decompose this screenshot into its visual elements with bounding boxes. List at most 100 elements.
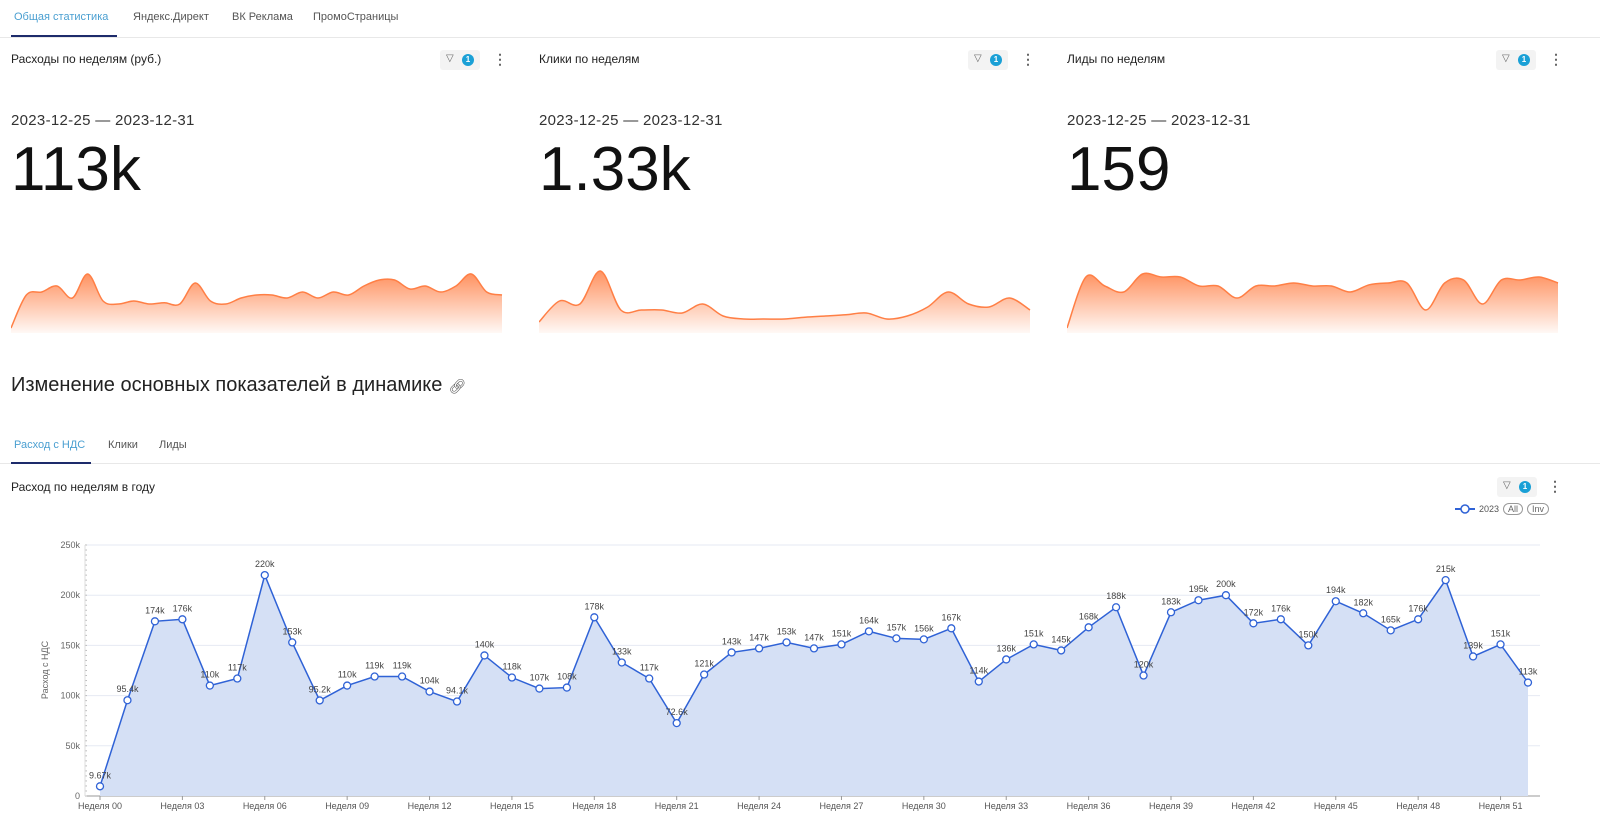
data-label: 150k — [1299, 629, 1319, 639]
x-tick-label: Неделя 42 — [1231, 801, 1275, 811]
sparkline-line — [539, 270, 1031, 323]
tab-leads[interactable]: Лиды — [159, 439, 187, 451]
data-label: 121k — [694, 659, 714, 669]
card-title: Расходы по неделям (руб.) — [11, 52, 162, 66]
legend-all-button[interactable]: All — [1503, 503, 1524, 515]
more-menu-icon[interactable]: ⋮ — [1021, 51, 1035, 67]
metric-tabs: Расход с НДС Клики Лиды — [0, 430, 1600, 464]
legend-label[interactable]: 2023 — [1479, 504, 1500, 514]
data-label: 147k — [749, 632, 769, 642]
data-label: 119k — [393, 661, 412, 671]
data-point — [288, 638, 297, 647]
x-tick-label: Неделя 09 — [325, 801, 369, 811]
data-label: 195k — [1189, 584, 1209, 594]
data-point — [343, 681, 352, 690]
data-point — [1441, 575, 1450, 585]
data-point — [809, 644, 819, 653]
data-point — [1057, 646, 1066, 655]
data-label: 174k — [145, 605, 165, 615]
x-tick-label: Неделя 24 — [737, 801, 781, 811]
data-label: 94.1k — [446, 686, 469, 696]
y-tick-label: 150k — [60, 640, 80, 650]
tab-clicks[interactable]: Клики — [108, 439, 138, 451]
data-label: 117k — [228, 663, 247, 673]
data-label: 95.2k — [309, 684, 332, 694]
filter-button[interactable]: ▽ 1 — [1496, 50, 1536, 70]
y-tick-label: 200k — [60, 590, 80, 600]
data-point — [1166, 608, 1176, 617]
kpi-card: Расходы по неделям (руб.) ▽ 1 ⋮ 2023-12-2… — [11, 38, 531, 338]
filter-icon: ▽ — [974, 53, 982, 64]
data-point — [1304, 641, 1313, 650]
y-axis-label: Расход с НДС — [40, 640, 50, 699]
filter-count-badge: 1 — [462, 54, 474, 66]
tab-vk-ads[interactable]: ВК Реклама — [232, 11, 293, 23]
data-label: 153k — [777, 626, 797, 636]
x-tick-label: Неделя 30 — [902, 801, 946, 811]
series-line — [99, 572, 1529, 787]
x-tick-label: Неделя 18 — [572, 801, 616, 811]
data-point — [1139, 671, 1148, 680]
sparkline — [539, 270, 1031, 333]
more-menu-icon[interactable]: ⋮ — [1549, 51, 1563, 67]
data-point — [1468, 652, 1478, 661]
x-tick-label: Неделя 12 — [408, 801, 452, 811]
x-tick-label: Неделя 36 — [1067, 801, 1111, 811]
data-point — [1249, 619, 1258, 628]
data-label: 165k — [1381, 614, 1401, 624]
data-label: 118k — [502, 662, 521, 672]
filter-count-badge: 1 — [1519, 481, 1531, 493]
section-title: Изменение основных показателей в динамик… — [11, 374, 466, 397]
series-area — [100, 575, 1528, 796]
data-label: 220k — [255, 559, 275, 569]
kpi-value: 159 — [1067, 135, 1171, 204]
data-point — [507, 673, 517, 682]
link-icon[interactable]: 🔗︎ — [448, 378, 467, 394]
filter-icon: ▽ — [446, 53, 454, 64]
more-menu-icon[interactable]: ⋮ — [1548, 478, 1562, 494]
tab-yandex-direct[interactable]: Яндекс.Директ — [133, 11, 209, 23]
data-point — [452, 697, 462, 706]
top-tabs: Общая статистика Яндекс.Директ ВК Реклам… — [0, 0, 1600, 38]
sparkline-area — [539, 270, 1030, 333]
filter-button[interactable]: ▽ 1 — [1497, 477, 1537, 497]
data-point — [1111, 603, 1121, 612]
data-point — [95, 782, 105, 791]
data-label: 172k — [1244, 607, 1264, 617]
data-point — [1414, 615, 1423, 624]
x-tick-label: Неделя 21 — [655, 801, 699, 811]
data-point — [1084, 623, 1093, 632]
data-point — [1496, 640, 1505, 649]
data-label: 176k — [173, 603, 193, 613]
data-label: 153k — [282, 626, 302, 636]
legend-invert-button[interactable]: Inv — [1527, 503, 1550, 515]
data-point — [700, 670, 709, 679]
data-point — [480, 651, 489, 660]
sparkline-area — [11, 273, 502, 333]
data-label: 168k — [1079, 611, 1099, 621]
data-point — [919, 635, 928, 644]
tab-spend-vat[interactable]: Расход с НДС — [14, 439, 86, 451]
active-tab-indicator — [11, 35, 117, 37]
data-label: 183k — [1161, 596, 1181, 606]
data-point — [754, 644, 764, 653]
data-label: 120k — [1134, 660, 1154, 670]
data-label: 133k — [612, 646, 632, 656]
data-label: 117k — [640, 663, 659, 673]
data-label: 95.4k — [116, 684, 139, 694]
data-point — [123, 696, 132, 705]
data-label: 156k — [914, 623, 934, 633]
data-point — [1194, 596, 1203, 605]
data-point — [315, 696, 324, 705]
tab-promo-pages[interactable]: ПромоСтраницы — [313, 11, 399, 23]
data-label: 72.6k — [666, 707, 689, 717]
sparkline — [11, 273, 503, 333]
data-point — [1002, 655, 1011, 664]
tab-general-stats[interactable]: Общая статистика — [14, 11, 109, 23]
filter-button[interactable]: ▽ 1 — [968, 50, 1008, 70]
data-point — [617, 658, 626, 667]
filter-button[interactable]: ▽ 1 — [440, 50, 480, 70]
data-label: 200k — [1216, 579, 1236, 589]
data-label: 182k — [1353, 597, 1373, 607]
more-menu-icon[interactable]: ⋮ — [493, 51, 507, 67]
